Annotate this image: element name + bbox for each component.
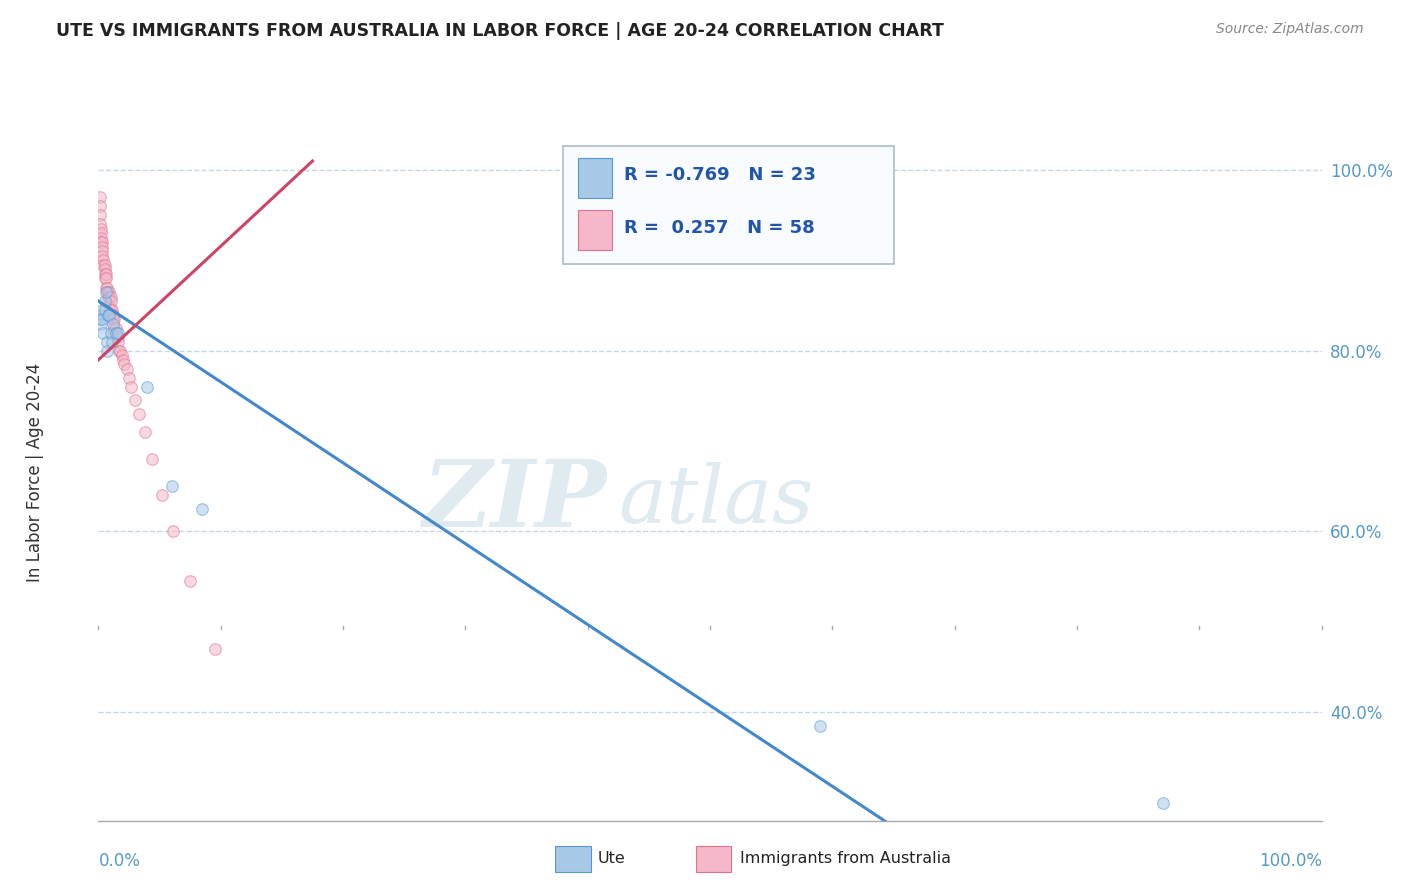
Point xyxy=(98,289,121,303)
Point xyxy=(89,199,111,213)
Point xyxy=(1152,796,1174,810)
Text: Immigrants from Australia: Immigrants from Australia xyxy=(740,852,950,866)
Point xyxy=(118,371,141,385)
Text: R = -0.769   N = 23: R = -0.769 N = 23 xyxy=(624,166,817,184)
Text: 100.0%: 100.0% xyxy=(1258,852,1322,870)
Point xyxy=(100,289,122,303)
Point xyxy=(90,235,112,250)
Point xyxy=(104,326,127,340)
Point xyxy=(89,190,111,204)
Point xyxy=(107,330,129,344)
Point xyxy=(150,488,173,502)
Point xyxy=(98,299,121,313)
Point xyxy=(97,289,120,303)
Point xyxy=(93,267,115,281)
Point xyxy=(101,303,124,318)
Point xyxy=(91,235,114,250)
Point xyxy=(107,334,129,349)
Point xyxy=(89,217,111,231)
Point xyxy=(204,642,226,657)
Point xyxy=(96,343,118,358)
Point xyxy=(111,352,134,367)
Text: In Labor Force | Age 20-24: In Labor Force | Age 20-24 xyxy=(25,363,44,582)
Point xyxy=(96,280,118,294)
Point xyxy=(191,502,214,516)
Point xyxy=(101,308,124,322)
Point xyxy=(101,317,124,331)
Bar xyxy=(578,158,612,198)
Point xyxy=(115,362,138,376)
Point xyxy=(160,479,183,493)
Point xyxy=(97,308,120,322)
Point xyxy=(90,227,112,241)
Point xyxy=(162,524,184,539)
Point xyxy=(120,380,142,394)
Point xyxy=(111,348,134,362)
Point xyxy=(91,258,114,272)
Point xyxy=(105,330,128,344)
Point xyxy=(90,231,112,245)
Point xyxy=(110,343,132,358)
Point xyxy=(91,303,114,318)
Point xyxy=(89,208,111,222)
Point xyxy=(100,294,122,309)
Point xyxy=(91,249,114,263)
Point xyxy=(141,452,163,467)
Point xyxy=(124,393,146,408)
Point xyxy=(91,240,114,254)
Point xyxy=(101,312,124,326)
Point xyxy=(94,267,117,281)
Point xyxy=(93,262,115,277)
Point xyxy=(91,244,114,259)
Point xyxy=(136,380,159,394)
Point xyxy=(808,719,831,733)
FancyBboxPatch shape xyxy=(564,145,894,264)
Text: ZIP: ZIP xyxy=(422,456,606,546)
Point xyxy=(93,271,115,285)
Point xyxy=(93,303,115,318)
Point xyxy=(108,343,131,358)
Point xyxy=(112,357,135,371)
Point xyxy=(91,326,114,340)
Point xyxy=(91,253,114,268)
Text: Source: ZipAtlas.com: Source: ZipAtlas.com xyxy=(1216,22,1364,37)
Point xyxy=(103,321,125,335)
Text: atlas: atlas xyxy=(619,462,814,540)
Point xyxy=(104,326,127,340)
Point xyxy=(96,285,118,299)
Point xyxy=(91,312,114,326)
Point xyxy=(97,285,120,299)
Point xyxy=(101,334,124,349)
Point xyxy=(90,308,112,322)
Point xyxy=(94,280,117,294)
Bar xyxy=(578,210,612,250)
Point xyxy=(90,221,112,235)
Text: UTE VS IMMIGRANTS FROM AUSTRALIA IN LABOR FORCE | AGE 20-24 CORRELATION CHART: UTE VS IMMIGRANTS FROM AUSTRALIA IN LABO… xyxy=(56,22,943,40)
Text: Ute: Ute xyxy=(598,852,626,866)
Point xyxy=(104,321,127,335)
Point xyxy=(96,334,118,349)
Point xyxy=(107,326,129,340)
Point xyxy=(94,285,117,299)
Point xyxy=(134,425,156,439)
Point xyxy=(103,312,125,326)
Point xyxy=(100,326,122,340)
Point xyxy=(98,308,121,322)
Text: R =  0.257   N = 58: R = 0.257 N = 58 xyxy=(624,219,815,237)
Point xyxy=(90,317,112,331)
Point xyxy=(98,285,121,299)
Point xyxy=(179,574,201,589)
Point xyxy=(100,303,122,318)
Point xyxy=(94,271,117,285)
Point xyxy=(128,407,150,421)
Point xyxy=(89,312,111,326)
Text: 0.0%: 0.0% xyxy=(98,852,141,870)
Point xyxy=(93,258,115,272)
Point xyxy=(93,294,115,309)
Point xyxy=(101,308,124,322)
